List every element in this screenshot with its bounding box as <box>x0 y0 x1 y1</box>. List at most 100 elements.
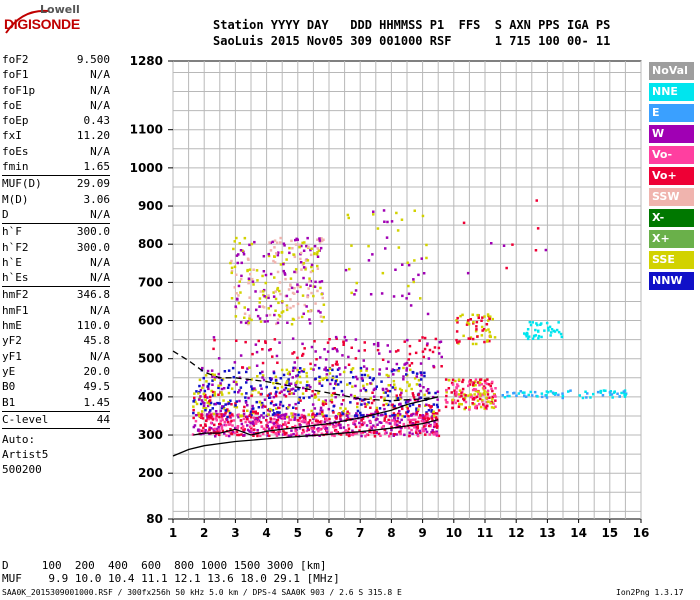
echo-point <box>523 332 526 335</box>
echo-point <box>622 390 626 393</box>
echo-point <box>336 350 339 353</box>
echo-point <box>205 419 208 423</box>
echo-point <box>318 237 321 240</box>
echo-point <box>475 406 478 410</box>
echo-point <box>383 432 387 435</box>
echo-point <box>219 422 222 426</box>
echo-point <box>361 423 364 427</box>
echo-point <box>408 344 412 348</box>
echo-point <box>488 334 492 337</box>
echo-point <box>390 220 394 223</box>
echo-point <box>348 267 351 271</box>
echo-point <box>213 373 216 377</box>
echo-point <box>200 410 204 413</box>
echo-point <box>254 290 257 293</box>
echo-point <box>494 399 497 402</box>
echo-point <box>195 402 199 406</box>
echo-point <box>342 343 345 346</box>
echo-point <box>236 298 239 301</box>
echo-point <box>427 409 431 412</box>
echo-point <box>401 294 404 298</box>
echo-point <box>220 387 224 391</box>
echo-point <box>275 322 278 326</box>
echo-point <box>273 255 276 258</box>
echo-point <box>356 405 359 409</box>
echo-point <box>365 424 369 427</box>
echo-point <box>435 417 439 421</box>
echo-point <box>392 412 396 415</box>
echo-point <box>384 247 387 250</box>
echo-point <box>456 321 459 324</box>
echo-point <box>213 429 216 432</box>
echo-point <box>447 387 451 390</box>
echo-point <box>474 389 478 393</box>
echo-point <box>412 280 415 284</box>
echo-point <box>266 394 269 397</box>
echo-point <box>274 375 278 379</box>
echo-point <box>234 305 237 308</box>
echo-point <box>220 378 224 382</box>
echo-point <box>354 419 357 423</box>
echo-point <box>340 389 344 393</box>
echo-point <box>215 427 219 431</box>
echo-point <box>304 259 308 262</box>
echo-point <box>287 378 290 381</box>
echo-point <box>244 321 248 325</box>
echo-point <box>428 391 431 395</box>
echo-point <box>307 310 310 313</box>
echo-point <box>213 394 217 397</box>
echo-point <box>246 428 250 432</box>
echo-point <box>416 433 419 436</box>
echo-point <box>381 387 385 391</box>
echo-point <box>278 406 281 410</box>
echo-point <box>285 431 288 435</box>
echo-point <box>553 330 557 333</box>
echo-point <box>268 434 271 438</box>
echo-point <box>193 396 196 400</box>
echo-point <box>312 427 315 430</box>
echo-point <box>216 401 219 405</box>
echo-point <box>302 262 306 265</box>
echo-point <box>226 420 230 424</box>
echo-point <box>255 350 259 354</box>
echo-point <box>483 407 486 410</box>
echo-point <box>400 418 403 422</box>
echo-point <box>416 427 419 430</box>
echo-point <box>554 392 557 395</box>
param-row-he: h`E N/A <box>2 255 110 270</box>
echo-point <box>419 431 422 435</box>
echo-point <box>408 434 411 437</box>
echo-point <box>261 370 264 374</box>
echo-point <box>419 384 422 388</box>
echo-point <box>355 414 359 418</box>
echo-point <box>260 414 263 417</box>
echo-point <box>485 396 488 399</box>
echo-point <box>267 296 270 300</box>
echo-point <box>274 309 277 312</box>
echo-point <box>283 273 287 276</box>
echo-point <box>274 432 277 435</box>
echo-point <box>266 408 270 412</box>
echo-point <box>302 386 305 390</box>
echo-point <box>262 378 266 382</box>
echo-point <box>481 398 484 402</box>
echo-point <box>241 366 245 369</box>
echo-point <box>392 406 395 409</box>
echo-point <box>455 390 458 394</box>
echo-point <box>409 304 413 307</box>
echo-point <box>371 368 375 371</box>
echo-point <box>347 216 350 220</box>
echo-point <box>246 269 249 273</box>
echo-point <box>405 367 409 370</box>
echo-point <box>406 381 409 384</box>
echo-point <box>482 392 486 395</box>
echo-point <box>220 406 224 410</box>
echo-point <box>261 274 264 278</box>
echo-point <box>210 412 213 416</box>
echo-point <box>269 348 272 351</box>
echo-point <box>376 414 380 417</box>
echo-point <box>201 401 205 404</box>
echo-point <box>488 330 491 334</box>
parameters-panel: foF2 9.500 foF1 N/A foF1p N/A foE N/A foEp 0.43 fx… <box>2 52 110 477</box>
echo-point <box>317 398 321 401</box>
